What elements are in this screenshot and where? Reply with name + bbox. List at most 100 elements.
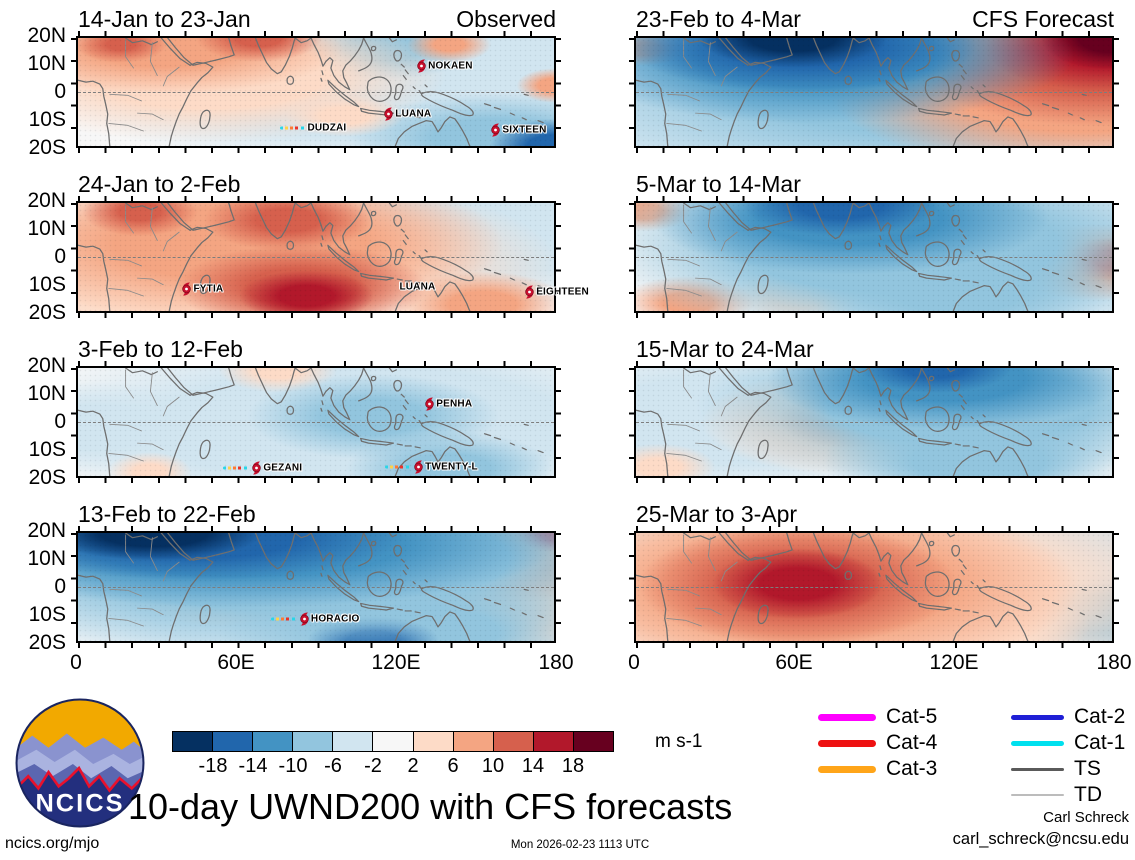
- hurricane-icon: [384, 106, 394, 121]
- lat-tick-label: 10S: [28, 603, 66, 626]
- tickmarks-right: [1114, 203, 1119, 311]
- lat-tick-label: 20N: [27, 354, 66, 377]
- lat-tick-label: 10N: [27, 382, 66, 405]
- legend-label: Cat-2: [1074, 705, 1126, 728]
- legend-label: Cat-3: [886, 757, 938, 780]
- figure-title: 10-day UWND200 with CFS forecasts: [128, 786, 733, 827]
- map-panel: 15-Mar to 24-Mar: [629, 336, 1119, 483]
- colorbar-tick-label: 2: [407, 755, 419, 777]
- storm-annotation: TWENTY-L: [385, 460, 478, 475]
- legend-label: Cat-1: [1074, 731, 1126, 754]
- colorbar-segment: [293, 732, 334, 751]
- legend-row: TS: [1011, 756, 1101, 782]
- tickmarks-left: [71, 38, 76, 146]
- storms-layer: [636, 368, 1112, 476]
- anomaly-map: HORACIO: [71, 526, 561, 648]
- storm-annotation: NOKAEN: [415, 59, 473, 74]
- tickmarks-bottom: [636, 478, 1112, 483]
- storm-annotation: SIXTEEN: [489, 122, 546, 137]
- tickmarks-right: [556, 533, 561, 641]
- panel-title: 24-Jan to 2-Feb: [78, 171, 241, 197]
- colorbar-segment: [573, 732, 614, 751]
- map-panel: 3-Feb to 12-Feb PENHA GEZANI TWENTY-L: [71, 336, 561, 483]
- panel-corner-label: CFS Forecast: [972, 6, 1114, 32]
- legend-row: TD: [1011, 782, 1102, 808]
- lon-tick-label: 0: [628, 651, 640, 674]
- colorbar: [172, 731, 614, 752]
- colorbar-segment: [413, 732, 454, 751]
- tickmarks-left: [629, 533, 634, 641]
- hurricane-icon: [414, 460, 423, 475]
- tickmarks-left: [629, 38, 634, 146]
- storm-annotation: DUDZAI: [280, 122, 346, 133]
- colorbar-tick-label: 6: [447, 755, 459, 777]
- tickmarks-bottom: [78, 313, 554, 318]
- panel-title: 13-Feb to 22-Feb: [78, 501, 256, 527]
- lon-tick-label: 180: [538, 651, 574, 674]
- colorbar-tick-label: 14: [521, 755, 545, 777]
- lat-axis-labels: 20N 10N 0 10S 20S: [10, 354, 70, 489]
- lat-tick-label: 0: [54, 245, 66, 268]
- lat-tick-label: 10S: [28, 273, 66, 296]
- storm-name: PENHA: [436, 398, 473, 410]
- colorbar-segment: [333, 732, 374, 751]
- storm-track: [385, 465, 412, 469]
- legend-row: Cat-1: [1011, 730, 1125, 756]
- lat-tick-label: 10S: [28, 438, 66, 461]
- tickmarks-right: [556, 38, 561, 146]
- equator-line: [636, 92, 1112, 93]
- tickmarks-top: [78, 361, 554, 366]
- legend-row: Cat-5: [818, 704, 937, 730]
- equator-line: [636, 257, 1112, 258]
- colorbar-segment: [213, 732, 254, 751]
- tickmarks-top: [636, 31, 1112, 36]
- storm-name: EIGHTEEN: [536, 286, 589, 298]
- storms-layer: HORACIO: [78, 533, 554, 641]
- tickmarks-bottom: [636, 643, 1112, 648]
- panel-title: 3-Feb to 12-Feb: [78, 336, 243, 362]
- timestamp: Mon 2026-02-23 1113 UTC: [510, 839, 650, 851]
- colorbar-units: m s-1: [655, 731, 703, 752]
- hurricane-icon: [300, 612, 309, 627]
- storm-annotation: FYTIA: [180, 282, 223, 297]
- lon-tick-label: 60E: [775, 651, 813, 674]
- tickmarks-top: [78, 31, 554, 36]
- storms-layer: FYTIA LUANA EIGHTEEN: [78, 203, 589, 311]
- lon-tick-label: 180: [1096, 651, 1132, 674]
- colorbar-tick-label: -10: [278, 755, 308, 777]
- storm-track: [280, 126, 307, 130]
- ncics-logo: NCICS: [15, 698, 145, 828]
- lat-tick-label: 10S: [28, 108, 66, 131]
- colorbar-segment: [493, 732, 534, 751]
- tickmarks-left: [71, 533, 76, 641]
- storm-track: [223, 466, 250, 470]
- colorbar-segment: [373, 732, 414, 751]
- lat-tick-label: 20N: [27, 519, 66, 542]
- legend-line: [818, 765, 876, 773]
- map-panel: 24-Jan to 2-Feb FYTIA LUANA EIGHTEEN: [71, 171, 589, 318]
- map-panel: 25-Mar to 3-Apr: [629, 501, 1119, 648]
- legend-row: Cat-4: [818, 730, 937, 756]
- legend-label: Cat-5: [886, 705, 938, 728]
- colorbar-segment: [533, 732, 574, 751]
- legend-line: [818, 713, 876, 721]
- legend-label: TD: [1074, 783, 1102, 806]
- hurricane-icon: [491, 123, 501, 137]
- tickmarks-left: [629, 203, 634, 311]
- colorbar-tick-label: -18: [198, 755, 228, 777]
- storm-name: SIXTEEN: [502, 124, 547, 136]
- equator-line: [78, 257, 554, 258]
- tickmarks-right: [556, 203, 561, 311]
- storms-layer: [636, 533, 1112, 641]
- lat-tick-label: 10N: [27, 217, 66, 240]
- lat-tick-label: 10N: [27, 547, 66, 570]
- legend-label: Cat-4: [886, 731, 938, 754]
- storm-name: NOKAEN: [428, 60, 473, 72]
- storm-name: TWENTY-L: [425, 461, 478, 473]
- lat-tick-label: 20S: [28, 631, 66, 654]
- equator-line: [78, 422, 554, 423]
- credit-block: Carl Schreck carl_schreck@ncsu.edu: [953, 808, 1129, 851]
- lon-tick-label: 0: [70, 651, 82, 674]
- storm-name: LUANA: [395, 108, 432, 120]
